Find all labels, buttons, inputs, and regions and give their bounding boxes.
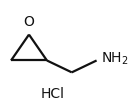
Text: O: O xyxy=(24,15,34,29)
Text: HCl: HCl xyxy=(40,87,64,101)
Text: NH$_2$: NH$_2$ xyxy=(101,51,128,67)
